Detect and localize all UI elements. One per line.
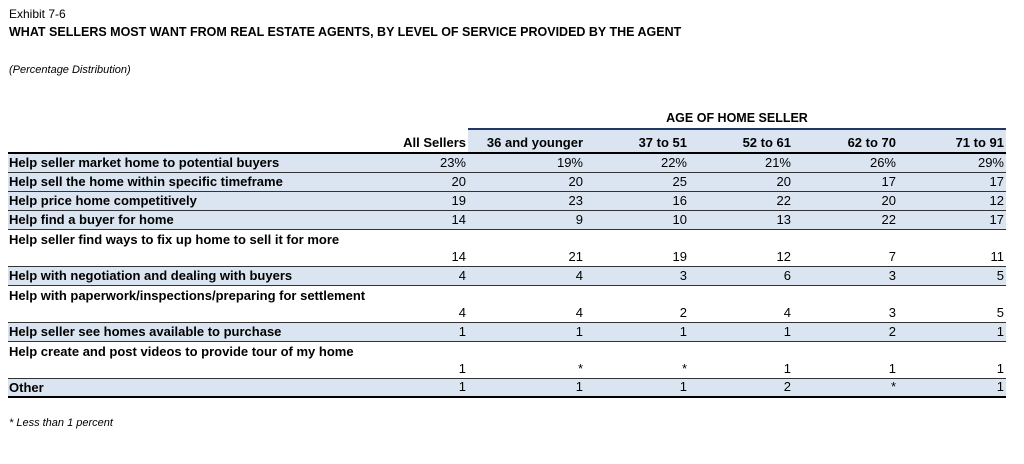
- table-cell: 26%: [793, 154, 898, 172]
- table-cell: 17: [793, 173, 898, 191]
- table-row: Help seller find ways to fix up home to …: [8, 230, 1006, 267]
- table-cell: 22%: [585, 154, 689, 172]
- footnote: * Less than 1 percent: [9, 417, 113, 430]
- row-label: Help price home competitively: [8, 192, 398, 210]
- table-cell: 1: [398, 323, 468, 341]
- table-row: Help with negotiation and dealing with b…: [8, 267, 1006, 286]
- row-label: Help create and post videos to provide t…: [8, 342, 398, 378]
- table-row: Help find a buyer for home 14 9 10 13 22 17: [8, 211, 1006, 230]
- table-cell: 29%: [898, 154, 1006, 172]
- exhibit-number: Exhibit 7-6: [9, 7, 66, 21]
- exhibit-title: WHAT SELLERS MOST WANT FROM REAL ESTATE …: [9, 23, 729, 41]
- column-header: All Sellers: [398, 130, 468, 152]
- column-header: 36 and younger: [468, 130, 585, 152]
- exhibit-subtitle: (Percentage Distribution): [9, 64, 131, 77]
- row-label: Help sell the home within specific timef…: [8, 173, 398, 191]
- table-cell: 14: [398, 230, 468, 266]
- table-cell: 3: [793, 286, 898, 322]
- row-label: Help seller find ways to fix up home to …: [8, 230, 398, 266]
- table-cell: 1: [689, 323, 793, 341]
- table-cell: 23: [468, 192, 585, 210]
- table-cell: 3: [793, 267, 898, 285]
- table-cell: 10: [585, 211, 689, 229]
- table-cell: 1: [898, 342, 1006, 378]
- table-cell: 25: [585, 173, 689, 191]
- column-header-blank: [8, 130, 398, 152]
- group-header-row: AGE OF HOME SELLER: [8, 108, 1006, 130]
- table-row: Help price home competitively 19 23 16 22 20 1…: [8, 192, 1006, 211]
- table-cell: 7: [793, 230, 898, 266]
- table-cell: 12: [898, 192, 1006, 210]
- row-label: Help with negotiation and dealing with b…: [8, 267, 398, 285]
- column-header: 71 to 91: [898, 130, 1006, 152]
- table-cell: 2: [793, 323, 898, 341]
- table-row: Help sell the home within specific timef…: [8, 173, 1006, 192]
- table-cell: 21: [468, 230, 585, 266]
- table-cell: 5: [898, 267, 1006, 285]
- group-header: AGE OF HOME SELLER: [468, 108, 1006, 130]
- row-label: Other: [8, 379, 398, 396]
- column-header: 52 to 61: [689, 130, 793, 152]
- table-cell: 20: [468, 173, 585, 191]
- table-body: Help seller market home to potential buy…: [8, 154, 1006, 398]
- table-cell: 4: [398, 267, 468, 285]
- table-cell: 2: [689, 379, 793, 396]
- column-header-row: All Sellers 36 and younger 37 to 51 52 t…: [8, 130, 1006, 154]
- table-cell: 20: [689, 173, 793, 191]
- table-cell: 22: [793, 211, 898, 229]
- table-cell: 1: [398, 379, 468, 396]
- table-cell: 21%: [689, 154, 793, 172]
- table-row: Help with paperwork/inspections/preparin…: [8, 286, 1006, 323]
- column-header: 62 to 70: [793, 130, 898, 152]
- table-cell: 22: [689, 192, 793, 210]
- row-label: Help seller see homes available to purch…: [8, 323, 398, 341]
- table-cell: 1: [898, 323, 1006, 341]
- table-cell: *: [585, 342, 689, 378]
- table-cell: 4: [468, 286, 585, 322]
- table-cell: 16: [585, 192, 689, 210]
- table-cell: 23%: [398, 154, 468, 172]
- table-cell: 2: [585, 286, 689, 322]
- table-cell: *: [468, 342, 585, 378]
- table-cell: 9: [468, 211, 585, 229]
- table-cell: 1: [793, 342, 898, 378]
- table-cell: 4: [398, 286, 468, 322]
- table-cell: 19%: [468, 154, 585, 172]
- table-cell: 1: [585, 379, 689, 396]
- table-cell: 1: [689, 342, 793, 378]
- table-cell: 20: [793, 192, 898, 210]
- table-cell: 1: [468, 379, 585, 396]
- table-cell: 4: [468, 267, 585, 285]
- table-row: Help seller market home to potential buy…: [8, 154, 1006, 173]
- row-label: Help find a buyer for home: [8, 211, 398, 229]
- table-cell: 4: [689, 286, 793, 322]
- table-cell: 6: [689, 267, 793, 285]
- table-cell: 17: [898, 173, 1006, 191]
- table-cell: 14: [398, 211, 468, 229]
- table-cell: 11: [898, 230, 1006, 266]
- table-cell: 17: [898, 211, 1006, 229]
- table-cell: 1: [398, 342, 468, 378]
- table-row: Help seller see homes available to purch…: [8, 323, 1006, 342]
- table-cell: 12: [689, 230, 793, 266]
- table-cell: 1: [898, 379, 1006, 396]
- table-cell: 1: [585, 323, 689, 341]
- table-cell: 1: [468, 323, 585, 341]
- column-header: 37 to 51: [585, 130, 689, 152]
- table-cell: 20: [398, 173, 468, 191]
- table-row: Other 1 1 1 2 * 1: [8, 379, 1006, 398]
- row-label: Help with paperwork/inspections/preparin…: [8, 286, 398, 322]
- table-cell: 5: [898, 286, 1006, 322]
- table-cell: 13: [689, 211, 793, 229]
- data-table: AGE OF HOME SELLER All Sellers 36 and yo…: [8, 108, 1006, 398]
- table-cell: 19: [585, 230, 689, 266]
- row-label: Help seller market home to potential buy…: [8, 154, 398, 172]
- table-cell: *: [793, 379, 898, 396]
- table-cell: 19: [398, 192, 468, 210]
- table-cell: 3: [585, 267, 689, 285]
- table-row: Help create and post videos to provide t…: [8, 342, 1006, 379]
